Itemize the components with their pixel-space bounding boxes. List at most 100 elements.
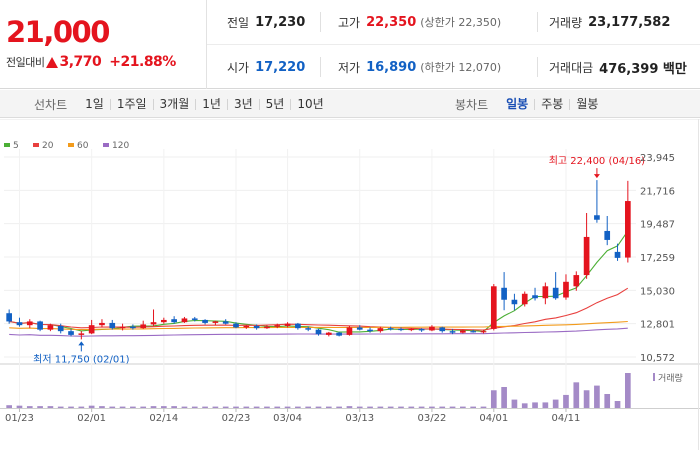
volume-bar bbox=[181, 406, 188, 408]
period-1w[interactable]: 1주일 bbox=[109, 98, 153, 110]
volume-label: 거래량 bbox=[549, 15, 583, 30]
legend-label: 5 bbox=[13, 141, 19, 151]
candle-body bbox=[583, 236, 590, 276]
legend-label: 20 bbox=[42, 141, 54, 151]
candle-body bbox=[78, 333, 85, 335]
candle-body bbox=[429, 326, 435, 331]
ma5-line bbox=[9, 230, 629, 333]
volume-bar bbox=[367, 406, 373, 408]
volume-bar bbox=[191, 406, 198, 408]
summary-separator bbox=[320, 12, 321, 32]
candle-body bbox=[295, 323, 301, 329]
stock-summary: 21,000 전일대비 3,770 +21.88% 전일 17,230 고가 2… bbox=[0, 0, 700, 89]
upper-limit: (상한가 22,350) bbox=[420, 16, 502, 29]
x-tick-label: 03/22 bbox=[418, 413, 447, 424]
candle-body bbox=[88, 325, 95, 334]
volume-bar bbox=[160, 406, 167, 408]
volume-bar bbox=[501, 387, 507, 408]
candle-body bbox=[356, 327, 363, 330]
candle-body bbox=[511, 299, 518, 305]
candle-body bbox=[521, 293, 528, 305]
legend-swatch bbox=[4, 143, 10, 147]
volume-bar bbox=[336, 406, 342, 408]
candle-body bbox=[140, 324, 147, 329]
candle-body bbox=[418, 328, 425, 331]
volume-bar bbox=[212, 406, 219, 408]
legend-swatch bbox=[68, 143, 74, 147]
volume-bar bbox=[37, 406, 43, 408]
candle-body bbox=[604, 230, 611, 240]
candle-body bbox=[171, 319, 177, 323]
volume-bar bbox=[222, 406, 229, 408]
period-1y[interactable]: 1년 bbox=[195, 98, 227, 110]
high-info: 고가 22,350 (상한가 22,350) bbox=[338, 0, 501, 44]
open-info: 시가 17,220 bbox=[227, 45, 305, 89]
volume-bar bbox=[130, 406, 136, 408]
legend-label: 120 bbox=[112, 141, 129, 151]
volume-legend-swatch bbox=[653, 373, 655, 381]
volume-bar bbox=[78, 406, 85, 408]
trade-value-label: 거래대금 bbox=[549, 60, 594, 75]
volume-bar bbox=[140, 406, 147, 408]
candle-body bbox=[119, 326, 126, 329]
candle-body bbox=[191, 318, 198, 320]
high-label: 고가 bbox=[338, 15, 361, 30]
candle-body bbox=[253, 325, 260, 329]
period-5y[interactable]: 5년 bbox=[258, 98, 291, 110]
candle-body bbox=[284, 323, 291, 326]
volume-bar bbox=[532, 402, 538, 408]
x-tick-label: 04/01 bbox=[479, 413, 508, 424]
y-tick-label: 21,716 bbox=[640, 186, 675, 197]
volume-bar bbox=[233, 406, 239, 408]
candle-daily[interactable]: 일봉 bbox=[506, 96, 529, 111]
volume-bar bbox=[68, 406, 74, 408]
period-10y[interactable]: 10년 bbox=[290, 98, 329, 110]
candle-body bbox=[449, 331, 456, 333]
candle-body bbox=[346, 327, 353, 335]
low-annotation: 최저 11,750 (02/01) bbox=[33, 353, 129, 365]
period-3m[interactable]: 3개월 bbox=[152, 98, 196, 110]
volume-bar bbox=[490, 390, 497, 408]
volume-bar bbox=[480, 406, 487, 408]
low-arrow-icon bbox=[78, 341, 85, 346]
candle-body bbox=[470, 331, 477, 333]
volume-bar bbox=[563, 394, 569, 408]
candle-weekly[interactable]: 주봉 bbox=[534, 98, 569, 110]
volume-bar bbox=[583, 390, 590, 408]
volume-bar bbox=[284, 406, 291, 408]
candle-chart-periods: 봉차트 일봉 주봉 월봉 bbox=[455, 90, 604, 118]
candle-body bbox=[336, 332, 342, 336]
candle-body bbox=[222, 321, 229, 324]
volume-bar bbox=[150, 406, 157, 408]
volume-bar bbox=[449, 406, 456, 408]
volume-bar bbox=[356, 406, 363, 408]
volume-bar bbox=[325, 406, 332, 408]
change-amount: 3,770 bbox=[59, 54, 102, 70]
candle-body bbox=[501, 287, 507, 300]
candle-body bbox=[212, 321, 219, 323]
legend-label: 60 bbox=[77, 141, 89, 151]
candle-body bbox=[439, 327, 446, 332]
candle-body bbox=[6, 313, 12, 322]
volume-bar bbox=[387, 406, 394, 408]
period-3y[interactable]: 3년 bbox=[226, 98, 259, 110]
line-chart-label: 선차트 bbox=[34, 97, 68, 112]
volume-bar bbox=[202, 406, 208, 408]
volume-bar bbox=[6, 405, 12, 408]
volume-bar bbox=[460, 406, 466, 408]
volume-bar bbox=[109, 406, 116, 408]
candle-body bbox=[274, 325, 281, 327]
volume-bar bbox=[47, 406, 54, 408]
candle-body bbox=[99, 322, 105, 326]
volume-bar bbox=[274, 406, 281, 408]
volume-bar bbox=[614, 401, 621, 408]
volume-bar bbox=[346, 406, 353, 408]
candle-body bbox=[315, 329, 322, 335]
low-label: 저가 bbox=[338, 60, 361, 75]
candle-monthly[interactable]: 월봉 bbox=[569, 98, 604, 110]
volume-bar bbox=[119, 406, 126, 408]
volume-bar bbox=[26, 406, 33, 408]
period-1d[interactable]: 1일 bbox=[85, 96, 104, 111]
candle-body bbox=[408, 328, 415, 331]
open-label: 시가 bbox=[227, 60, 250, 75]
